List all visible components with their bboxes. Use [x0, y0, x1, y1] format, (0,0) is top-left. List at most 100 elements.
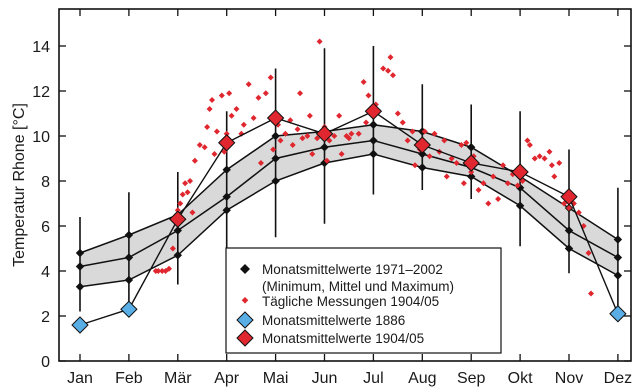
daily-point — [355, 130, 362, 137]
x-tick-label-Mär: Mär — [164, 370, 192, 387]
daily-point — [431, 130, 438, 137]
daily-point — [338, 151, 345, 157]
point-1886-Jan — [71, 316, 89, 334]
daily-point — [360, 79, 367, 85]
legend-diamond-red — [236, 329, 254, 347]
daily-point — [314, 135, 321, 142]
y-tick-label: 2 — [41, 309, 50, 326]
legend-diamond-blue — [236, 311, 254, 329]
daily-point — [245, 81, 252, 88]
daily-point — [548, 162, 555, 169]
daily-point — [389, 72, 396, 79]
point-1904-Nov — [560, 188, 578, 206]
daily-point — [233, 106, 240, 112]
line-1886-jan-feb — [79, 308, 130, 326]
point-1904-Aug — [413, 136, 432, 154]
daily-point — [526, 142, 533, 148]
daily-point — [299, 135, 306, 142]
daily-point — [411, 162, 418, 169]
legend-diamond-black — [240, 264, 250, 274]
daily-point — [531, 155, 538, 162]
point-1904-Mär — [169, 210, 187, 228]
point-1904-Jul — [364, 102, 383, 120]
daily-point — [209, 97, 216, 103]
x-tick-label-Sep: Sep — [457, 370, 486, 387]
x-tick-label-Jan: Jan — [67, 370, 93, 387]
x-tick-label-Mai: Mai — [263, 370, 289, 387]
y-tick-label: 6 — [41, 219, 50, 236]
daily-point — [566, 205, 572, 211]
band-line-max — [79, 123, 619, 254]
y-tick-label: 10 — [32, 129, 50, 146]
daily-point — [399, 119, 406, 126]
legend-label-1886: Monatsmittelwerte 1886 — [262, 313, 405, 328]
legend-box — [225, 247, 502, 354]
point-1886-Feb — [120, 300, 138, 318]
daily-point — [490, 173, 497, 180]
legend-label-1904: Monatsmittelwerte 1904/05 — [262, 331, 424, 346]
daily-point — [385, 67, 392, 74]
x-tick-label-Jun: Jun — [312, 370, 338, 387]
daily-point — [460, 180, 467, 187]
daily-point — [182, 180, 189, 187]
band-line-min — [79, 153, 619, 288]
daily-point — [226, 90, 233, 97]
daily-point — [213, 128, 220, 135]
axis-layer: 0 2 4 6 8 10 12 14 Jan Feb Mär Apr Mai Jun Jul Aug Sep Ok… — [32, 9, 632, 387]
daily-point — [404, 137, 411, 144]
daily-point — [546, 148, 553, 155]
daily-point — [297, 90, 304, 97]
daily-point — [165, 265, 172, 272]
x-tick-label-Okt: Okt — [508, 370, 533, 387]
daily-point — [159, 268, 166, 274]
daily-point — [206, 106, 213, 112]
daily-point — [363, 119, 370, 126]
series-layer — [71, 102, 627, 334]
daily-point — [453, 160, 460, 166]
daily-point — [323, 157, 330, 164]
daily-point — [270, 146, 277, 153]
daily-point — [250, 115, 257, 121]
daily-point — [536, 153, 543, 160]
y-axis-label: Temperatur Rhone [°C] — [11, 103, 28, 267]
point-1904-Jun — [315, 125, 334, 143]
daily-point — [475, 187, 482, 193]
daily-point — [394, 110, 401, 117]
daily-point — [504, 180, 511, 187]
plot-frame — [58, 8, 632, 362]
x-tick-label-Apr: Apr — [214, 370, 240, 387]
daily-point — [514, 182, 521, 189]
daily-point — [267, 74, 274, 81]
x-tick-label-Nov: Nov — [555, 370, 583, 387]
point-1886-Dez — [609, 305, 627, 323]
daily-point — [177, 200, 184, 207]
daily-point — [282, 130, 289, 137]
daily-point — [201, 144, 208, 151]
y-tick-label: 12 — [32, 84, 50, 101]
daily-point — [255, 94, 262, 101]
x-tick-label-Aug: Aug — [408, 370, 436, 387]
daily-point — [485, 200, 492, 207]
daily-point — [306, 112, 313, 119]
daily-point — [524, 137, 531, 144]
daily-point — [174, 207, 181, 214]
daily-point — [541, 155, 548, 162]
daily-point — [184, 189, 191, 196]
daily-point — [204, 124, 211, 130]
point-1904-Mai — [266, 109, 285, 127]
daily-point — [240, 121, 247, 128]
daily-point — [218, 92, 225, 99]
daily-point — [495, 196, 502, 202]
y-tick-label: 8 — [41, 174, 50, 191]
daily-point — [155, 268, 162, 274]
daily-point — [331, 133, 338, 139]
daily-point — [223, 130, 230, 137]
point-1904-Apr — [217, 134, 236, 152]
daily-point — [277, 137, 284, 144]
daily-point — [426, 153, 433, 160]
point-1904-Okt — [511, 163, 529, 181]
daily-point — [556, 160, 563, 166]
y-tick-label: 4 — [41, 264, 50, 281]
daily-point — [211, 151, 218, 157]
